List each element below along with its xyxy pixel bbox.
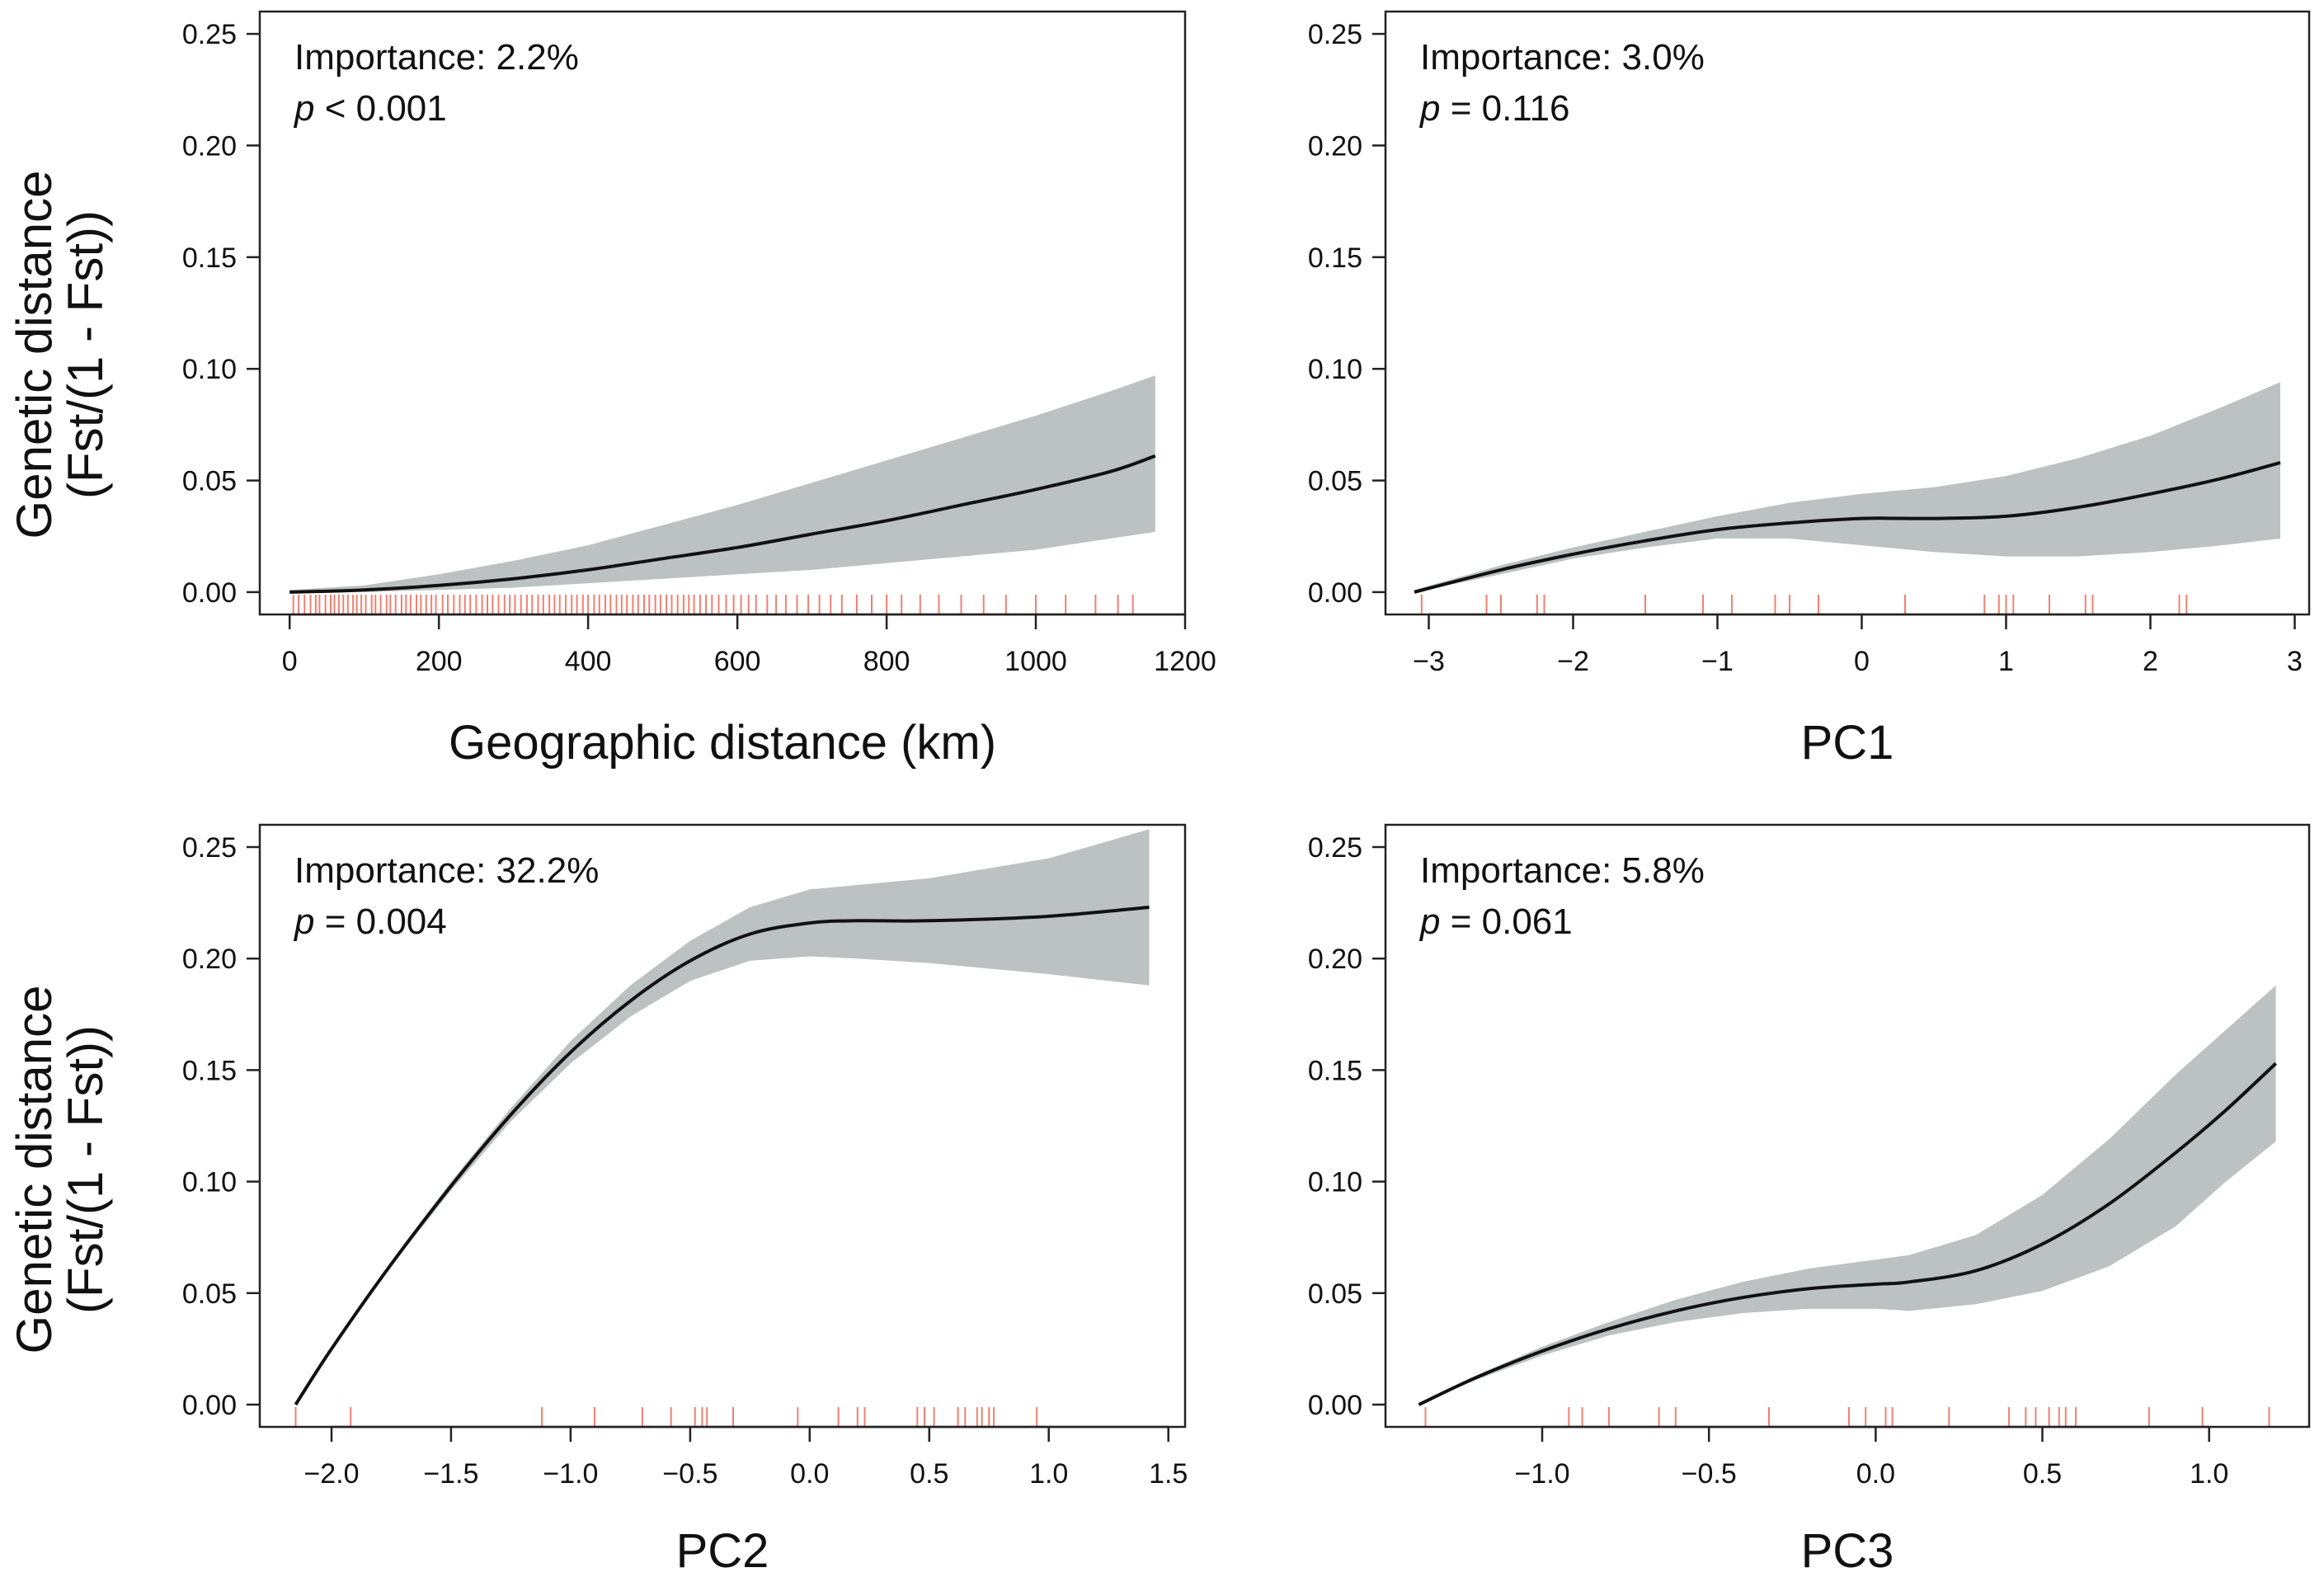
x-axis-label: Geographic distance (km) [449,716,996,770]
x-tick-label: 200 [416,646,463,677]
x-tick-label: −2.0 [303,1458,359,1490]
x-tick-label: −1.5 [423,1458,478,1490]
panel-pc1: 0.00 0.05 0.10 0.15 0.20 0.25 −3 −2 −1 0 1 2 3 PC1 Imp… [1308,10,2311,770]
y-tick-label: 0.10 [182,1167,237,1198]
x-axis-label: PC2 [676,1524,769,1577]
x-tick-label: 2 [2143,646,2158,677]
y-tick-label: 0.10 [182,354,237,385]
y-axis-label-line2: (Fst/(1 - Fst)) [58,1025,113,1314]
panel-geographic-distance: 0.00 0.05 0.10 0.15 0.20 0.25 0 200 400 600 800 100… [182,10,1216,770]
y-tick-label: 0.15 [182,242,237,274]
x-axis-label: PC1 [1801,716,1894,770]
p-value-text: < 0.001 [314,88,446,129]
x-tick-label: −2 [1557,646,1589,677]
x-tick-label: 0.0 [1856,1458,1895,1490]
confidence-band [289,375,1155,592]
y-tick-label: 0.20 [182,130,237,162]
p-value-annotation: p = 0.004 [293,901,447,942]
confidence-band [1414,382,2280,592]
panel-pc2: 0.00 0.05 0.10 0.15 0.20 0.25 −2.0 −1.5 −1.0 −0.5… [182,823,1188,1577]
x-tick-label: 1000 [1004,646,1067,677]
y-axis-label-top: Genetic distance (Fst/(1 - Fst)) [7,171,113,539]
p-value-text: = 0.004 [314,901,446,942]
p-value-annotation: p < 0.001 [293,88,447,129]
x-tick-label: −1 [1701,646,1734,677]
y-tick-label: 0.20 [1308,944,1362,975]
y-tick-label: 0.15 [182,1055,237,1086]
y-tick-label: 0.00 [1308,577,1362,609]
y-tick-label: 0.10 [1308,354,1362,385]
x-tick-label: 0 [1854,646,1870,677]
y-axis-label-line1: Genetic distance [7,986,62,1354]
x-tick-label: −0.5 [1682,1458,1737,1490]
y-tick-label: 0.20 [1308,130,1362,162]
importance-annotation: Importance: 3.0% [1420,37,1705,78]
x-tick-label: −0.5 [662,1458,717,1490]
confidence-band [1418,985,2276,1405]
y-tick-label: 0.20 [182,944,237,975]
fitted-line [1414,460,2281,594]
x-tick-label: −1.0 [1514,1458,1569,1490]
x-tick-label: 1.0 [1029,1458,1068,1490]
y-tick-label: 0.15 [1308,1055,1362,1086]
fitted-line [289,454,1156,594]
p-value-symbol: p [293,901,314,942]
x-tick-label: 0.5 [910,1458,948,1490]
p-value-symbol: p [293,88,314,129]
y-tick-label: 0.15 [1308,242,1362,274]
y-tick-label: 0.00 [1308,1390,1362,1421]
p-value-annotation: p = 0.116 [1418,88,1569,129]
panel-pc3: 0.00 0.05 0.10 0.15 0.20 0.25 −1.0 −0.5 0.0 0.5 1.… [1308,823,2311,1577]
y-tick-label: 0.00 [182,577,237,609]
x-tick-label: −3 [1413,646,1445,677]
y-tick-label: 0.05 [1308,1278,1362,1310]
y-tick-label: 0.10 [1308,1167,1362,1198]
x-tick-label: 1200 [1154,646,1216,677]
y-tick-label: 0.25 [1308,832,1362,864]
y-tick-label: 0.05 [1308,466,1362,497]
y-axis-label-line2: (Fst/(1 - Fst)) [58,210,113,499]
x-tick-label: −1.0 [543,1458,598,1490]
y-tick-label: 0.25 [182,19,237,50]
x-tick-label: 0 [282,646,298,677]
importance-annotation: Importance: 2.2% [294,37,579,78]
importance-annotation: Importance: 5.8% [1420,850,1705,891]
x-tick-label: 800 [863,646,910,677]
x-tick-label: 1 [1998,646,2014,677]
p-value-text: = 0.061 [1440,901,1572,942]
x-tick-label: 400 [565,646,612,677]
x-axis-label: PC3 [1801,1524,1894,1577]
x-tick-label: 600 [714,646,761,677]
fitted-line [1418,1062,2277,1406]
y-axis-label-bottom: Genetic distance (Fst/(1 - Fst)) [7,986,113,1354]
fitted-line [294,906,1150,1406]
y-tick-label: 0.05 [182,1278,237,1310]
x-tick-label: 0.5 [2023,1458,2062,1490]
y-tick-label: 0.25 [1308,19,1362,50]
y-tick-label: 0.25 [182,832,237,864]
x-tick-label: 3 [2287,646,2303,677]
x-tick-label: 0.0 [790,1458,829,1490]
p-value-symbol: p [1418,901,1440,942]
y-tick-label: 0.00 [182,1390,237,1421]
y-axis-label-line1: Genetic distance [7,171,62,539]
y-tick-label: 0.05 [182,466,237,497]
p-value-text: = 0.116 [1440,88,1569,129]
x-tick-label: 1.5 [1149,1458,1188,1490]
x-tick-label: 1.0 [2190,1458,2228,1490]
p-value-annotation: p = 0.061 [1418,901,1573,942]
p-value-symbol: p [1418,88,1440,129]
importance-annotation: Importance: 32.2% [294,850,599,891]
